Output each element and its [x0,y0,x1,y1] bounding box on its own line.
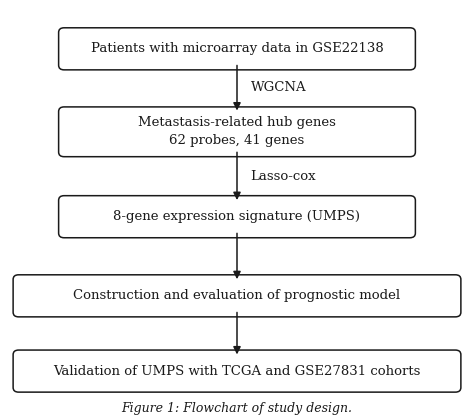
Text: Validation of UMPS with TCGA and GSE27831 cohorts: Validation of UMPS with TCGA and GSE2783… [53,365,421,378]
FancyBboxPatch shape [13,350,461,392]
FancyBboxPatch shape [59,107,415,157]
Text: Metastasis-related hub genes
62 probes, 41 genes: Metastasis-related hub genes 62 probes, … [138,116,336,147]
Text: WGCNA: WGCNA [251,81,306,95]
FancyBboxPatch shape [13,275,461,317]
Text: Patients with microarray data in GSE22138: Patients with microarray data in GSE2213… [91,42,383,55]
FancyBboxPatch shape [59,28,415,70]
FancyBboxPatch shape [59,196,415,238]
Text: 8-gene expression signature (UMPS): 8-gene expression signature (UMPS) [113,210,361,223]
Text: Construction and evaluation of prognostic model: Construction and evaluation of prognosti… [73,289,401,303]
Text: Figure 1: Flowchart of study design.: Figure 1: Flowchart of study design. [121,402,353,415]
Text: Lasso-cox: Lasso-cox [251,170,316,183]
